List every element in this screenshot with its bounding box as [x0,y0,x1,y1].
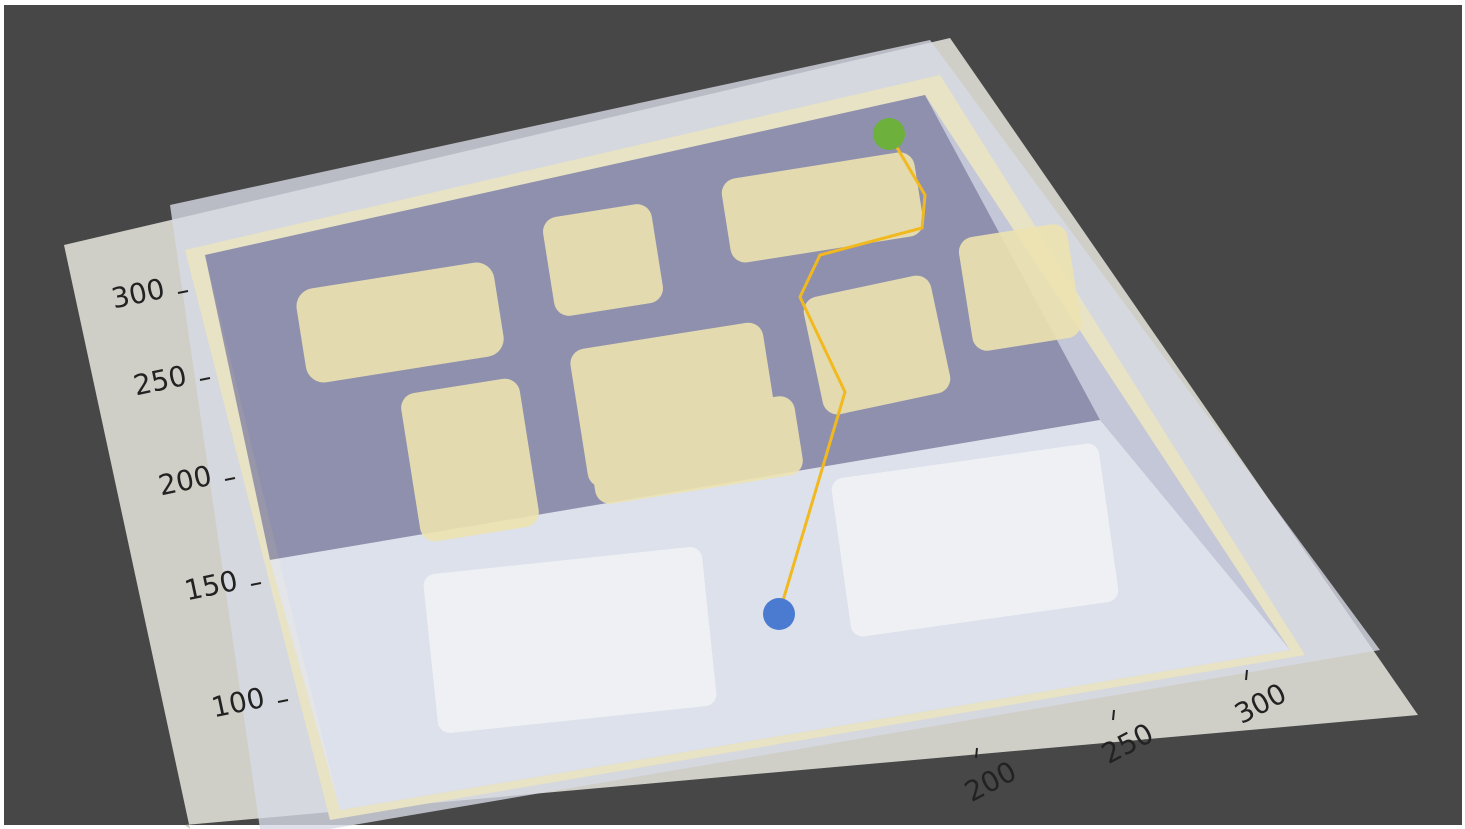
goal-point [873,118,905,150]
x-tick-mark [975,747,978,759]
block [423,546,717,734]
obstacle [401,378,539,542]
start-point [763,598,795,630]
obstacle [296,262,504,383]
y-tick-mark [250,582,262,586]
planned-path [777,133,927,615]
block [831,443,1119,637]
y-tick-mark [224,477,236,481]
obstacle [958,224,1082,351]
y-tick-mark [177,290,189,294]
obstacle [543,204,663,316]
obstacles [296,152,1082,542]
light-blocks [423,443,1119,734]
x-tick-mark [1245,669,1248,681]
y-tick-mark [199,377,211,381]
obstacle [721,152,924,263]
obstacle [587,396,803,504]
y-tick-mark [277,699,289,703]
x-tick-mark [1112,709,1115,721]
